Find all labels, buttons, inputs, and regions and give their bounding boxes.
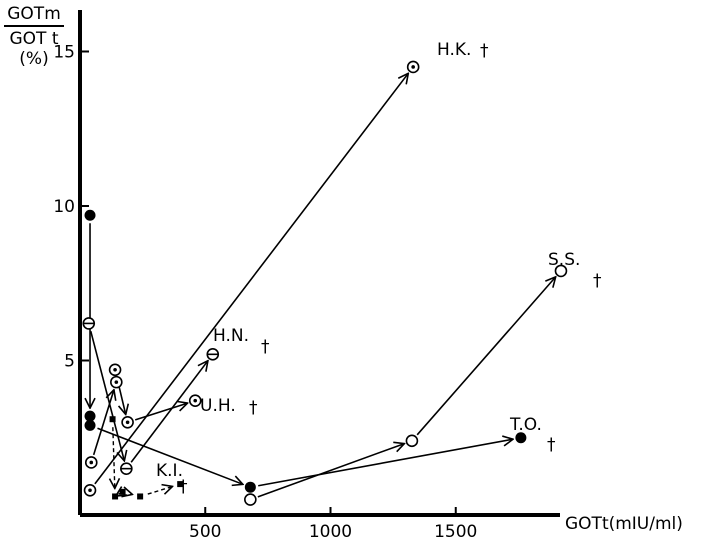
series-connector-line [258, 439, 513, 487]
point-annotation-label: S.S. [548, 250, 580, 270]
x-tick-label: 500 [189, 522, 221, 542]
filled-square-point [109, 416, 116, 423]
filled-circle-point [84, 419, 96, 431]
series-connector-line [89, 330, 125, 461]
point-annotation-label: K.I. [156, 461, 183, 481]
y-label-denominator: GOT t [9, 29, 59, 49]
dotted-circle-center [411, 65, 415, 69]
dotted-circle-center [193, 398, 198, 403]
point-annotation-label: H.K. [437, 40, 471, 60]
filled-square-point [177, 481, 184, 488]
open-circle-point [554, 264, 568, 278]
series-connector-line [416, 277, 555, 436]
filled-square-point [112, 493, 119, 500]
filled-square-point [119, 488, 126, 495]
dagger-symbol: † [179, 477, 188, 497]
series-connector-line [257, 444, 405, 498]
filled-square-point [137, 493, 144, 500]
point-annotation-label: U.H. [200, 396, 236, 416]
dotted-circle-center [114, 380, 119, 384]
filled-circle-point [84, 410, 96, 422]
dotted-circle-center [125, 420, 130, 425]
series-connector-line [92, 390, 114, 456]
series-connector-line [94, 73, 408, 485]
series-connector-line [113, 427, 115, 488]
y-label-unit: (%) [19, 49, 49, 69]
filled-circle-point [515, 432, 527, 444]
dagger-symbol: † [261, 337, 270, 357]
point-annotation-label: H.N. [213, 326, 249, 346]
y-axis-label: GOTm GOT t (%) [4, 4, 64, 69]
open-circle-point [405, 434, 419, 448]
filled-circle-point [84, 209, 96, 221]
series-connector-line [134, 403, 187, 421]
dotted-circle-center [113, 367, 117, 372]
dotted-circle-center [88, 488, 92, 493]
filled-circle-point [244, 481, 256, 493]
y-tick-label: 10 [53, 197, 75, 217]
x-tick-label: 1000 [309, 522, 352, 542]
y-tick-label: 15 [53, 43, 75, 63]
open-circle-point [244, 493, 257, 506]
series-connector-line [130, 494, 132, 495]
x-axis-label: GOTt(mIU/ml) [565, 514, 683, 534]
series-connector-line [130, 361, 208, 463]
y-label-numerator: GOTm [4, 4, 64, 27]
dagger-symbol: † [593, 271, 602, 291]
series-connector-line [97, 427, 242, 484]
dotted-circle-center [89, 460, 94, 465]
dagger-symbol: † [480, 41, 489, 61]
dagger-symbol: † [249, 398, 258, 418]
point-annotation-label: T.O. [509, 415, 542, 435]
series-connector-line [147, 486, 173, 495]
y-tick-label: 5 [64, 352, 75, 372]
x-tick-label: 1500 [434, 522, 477, 542]
dagger-symbol: † [547, 435, 556, 455]
